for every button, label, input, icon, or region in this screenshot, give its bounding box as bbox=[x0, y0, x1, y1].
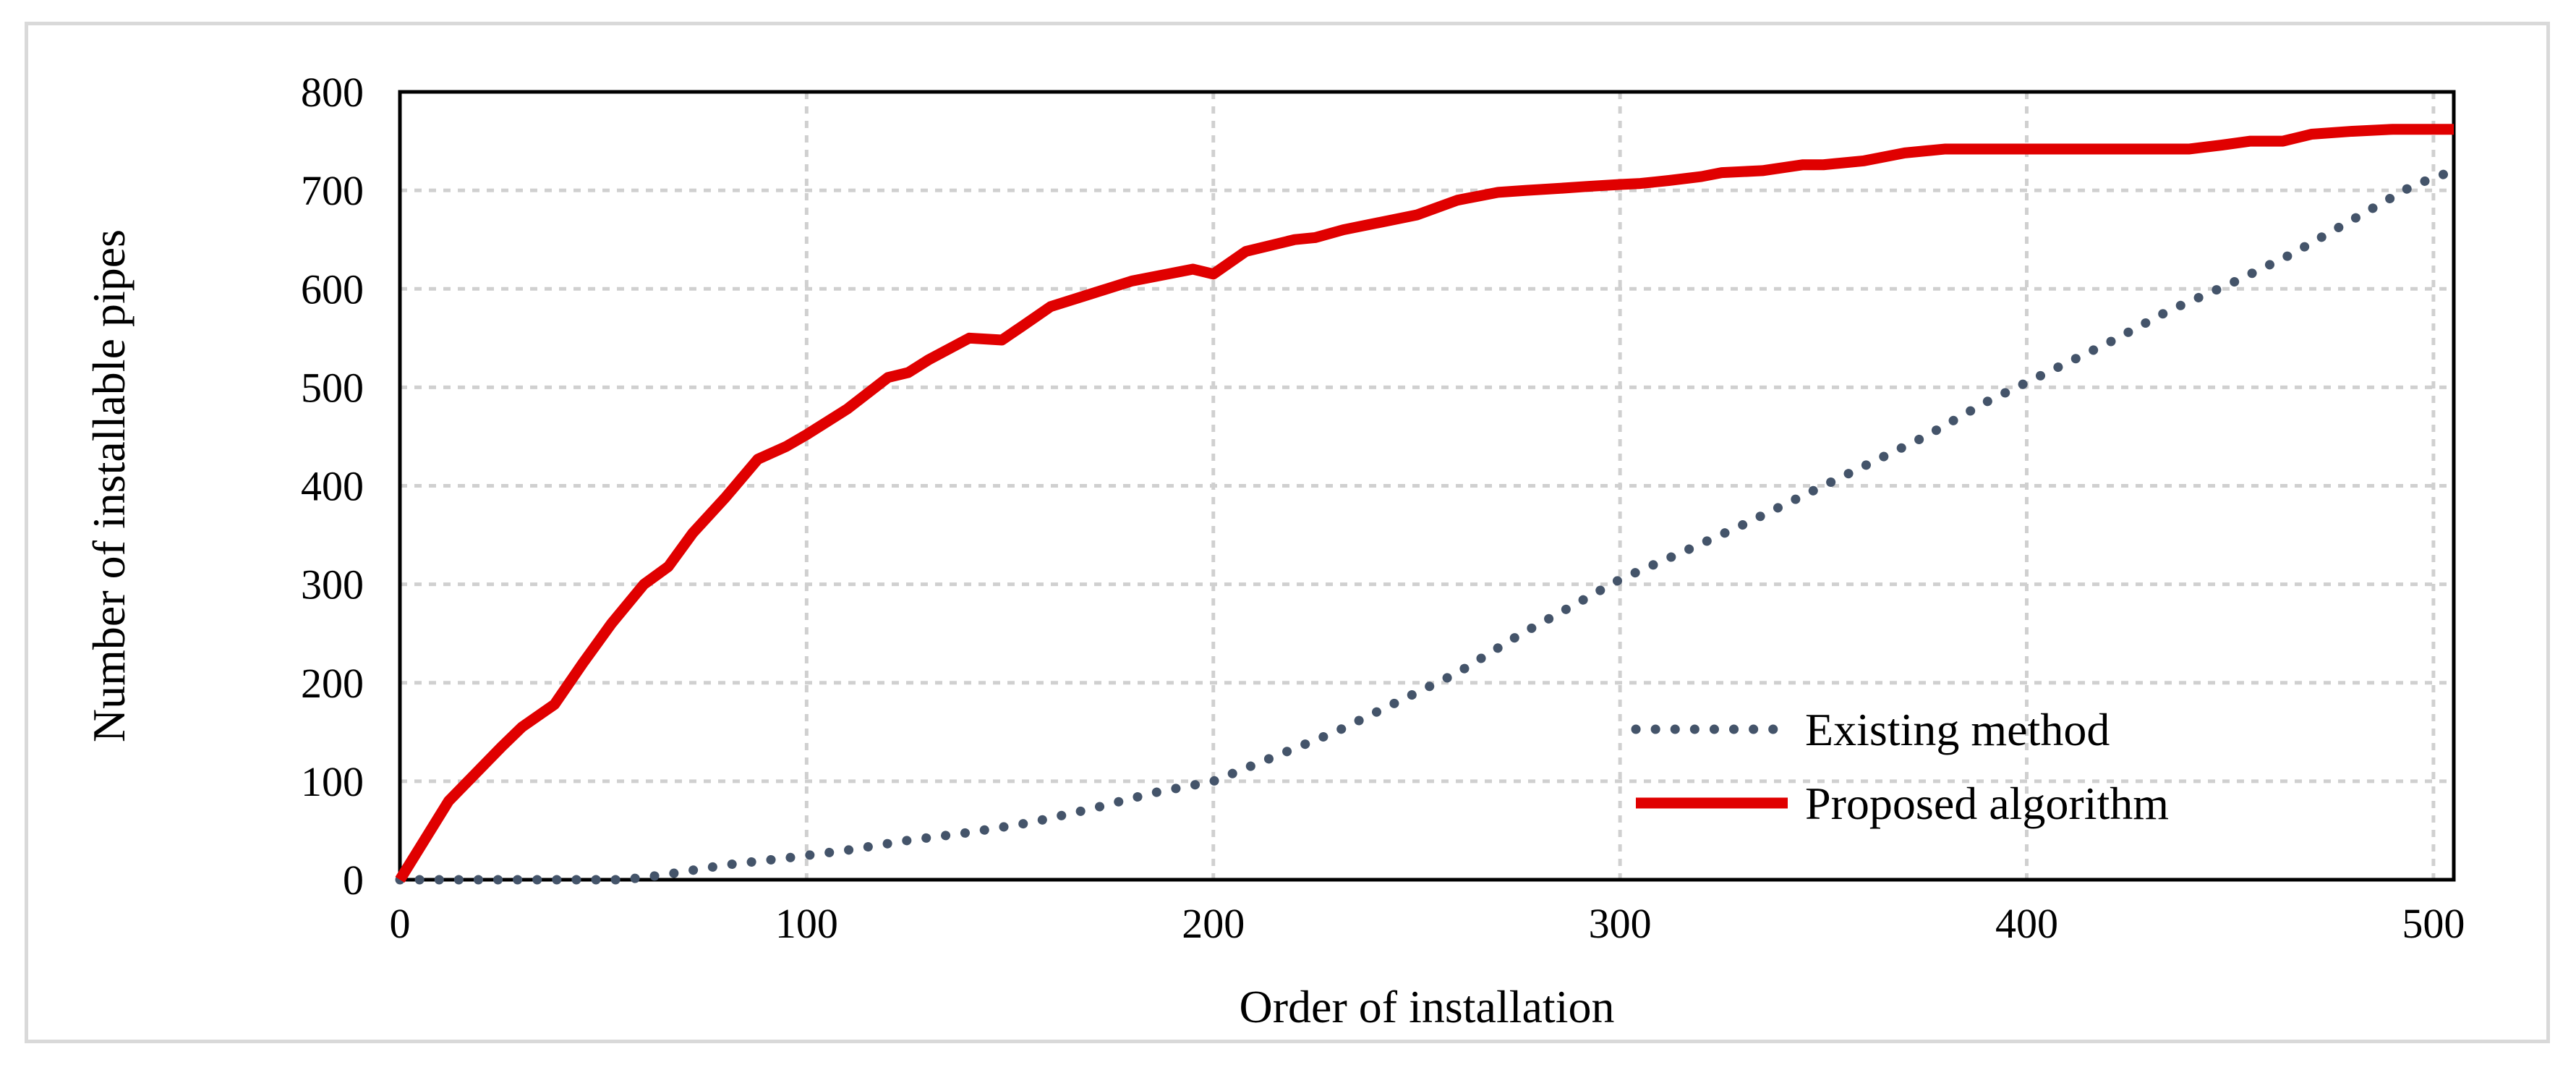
y-tick-label: 700 bbox=[301, 167, 364, 214]
tick-labels: 0 100 200 300 400 500 0 100 200 300 400 500 600 700 80… bbox=[301, 69, 2465, 947]
legend-label-existing-method: Existing method bbox=[1805, 704, 2110, 755]
legend: Existing method Proposed algorithm bbox=[1631, 704, 2169, 829]
x-tick-label: 300 bbox=[1589, 900, 1652, 947]
x-tick-label: 500 bbox=[2402, 900, 2465, 947]
y-tick-label: 0 bbox=[343, 857, 364, 904]
y-axis-title: Number of installable pipes bbox=[83, 229, 135, 742]
x-axis-title: Order of installation bbox=[1240, 981, 1615, 1032]
series-line-existing-method bbox=[395, 166, 2459, 885]
y-tick-label: 800 bbox=[301, 69, 364, 116]
plot-area bbox=[398, 90, 2456, 882]
series-layer bbox=[395, 124, 2459, 885]
x-tick-label: 100 bbox=[775, 900, 838, 947]
x-tick-label: 400 bbox=[1995, 900, 2058, 947]
y-tick-label: 400 bbox=[301, 463, 364, 510]
y-tick-label: 100 bbox=[301, 758, 364, 805]
series-line-proposed-algorithm bbox=[395, 124, 2454, 883]
y-tick-label: 300 bbox=[301, 561, 364, 608]
x-tick-label: 0 bbox=[390, 900, 411, 947]
x-tick-label: 200 bbox=[1182, 900, 1245, 947]
y-tick-label: 200 bbox=[301, 660, 364, 707]
legend-label-proposed-algorithm: Proposed algorithm bbox=[1805, 778, 2169, 829]
y-tick-label: 500 bbox=[301, 364, 364, 411]
y-tick-label: 600 bbox=[301, 266, 364, 313]
